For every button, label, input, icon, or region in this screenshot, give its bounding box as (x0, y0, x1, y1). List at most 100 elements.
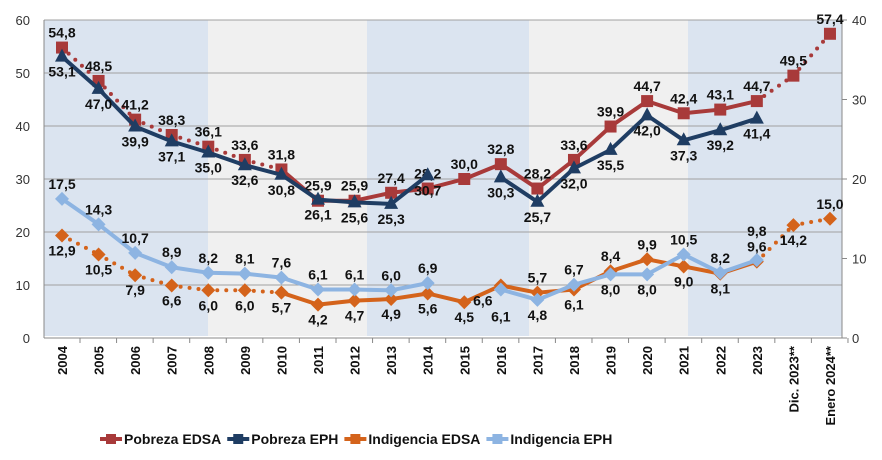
series-line-segment (97, 222, 137, 255)
data-point-diamond (420, 276, 435, 291)
series-line-segment (390, 281, 429, 293)
data-point-triangle (237, 157, 252, 171)
data-point-square (494, 158, 507, 171)
data-point-triangle (676, 132, 691, 146)
series-line-segment (683, 107, 721, 116)
data-point-diamond (676, 247, 691, 262)
data-point-square (823, 27, 836, 40)
data-label: 6,1 (345, 267, 365, 283)
data-label: 6,0 (381, 267, 401, 283)
series-line-segment (609, 99, 649, 129)
series-line-segment (683, 128, 721, 143)
data-point-triangle (274, 166, 289, 180)
data-label: 32,6 (231, 172, 258, 188)
data-label: 30,0 (451, 156, 478, 172)
series-line-segment (133, 273, 174, 288)
data-label: 6,6 (162, 293, 182, 309)
y-right-tick-label: 0 (852, 331, 859, 346)
legend-label: Pobreza EDSA (124, 431, 221, 447)
data-label: 8,9 (162, 244, 182, 260)
series-line-segment (646, 99, 685, 116)
data-label: 4,2 (308, 312, 328, 328)
data-label: 39,9 (122, 134, 149, 150)
data-point-diamond (164, 260, 179, 275)
series-line-segment (169, 133, 211, 149)
data-label: 8,2 (711, 250, 731, 266)
series-line-segment (169, 283, 211, 293)
x-tick-label: 2013 (384, 346, 399, 375)
data-point-diamond (128, 268, 143, 283)
data-label: 43,1 (707, 87, 734, 103)
data-point-diamond (91, 217, 106, 232)
series-line-segment (60, 55, 100, 91)
data-label: 9,9 (637, 236, 657, 252)
data-point-diamond (310, 297, 325, 312)
series-line-segment (500, 287, 538, 302)
data-point-diamond (640, 252, 655, 267)
data-point-square (641, 95, 654, 108)
data-point-diamond (274, 285, 289, 300)
data-label: 38,3 (158, 112, 185, 128)
series-line-segment (646, 252, 685, 277)
series-line-segment (207, 150, 246, 168)
data-point-diamond (822, 211, 837, 226)
data-point-diamond (201, 265, 216, 280)
data-point-triangle (749, 110, 764, 124)
data-label: 8,1 (711, 281, 731, 297)
y-left-tick-label: 40 (16, 119, 30, 134)
legend-label: Indigencia EPH (510, 431, 612, 447)
series-line-segment (573, 272, 612, 287)
data-label: 6,7 (564, 262, 584, 278)
data-label: 53,1 (48, 64, 75, 80)
data-point-square (604, 120, 617, 133)
data-point-diamond (201, 283, 216, 298)
legend-marker (233, 434, 244, 444)
data-point-diamond (237, 266, 252, 281)
x-tick-label: 2012 (348, 346, 363, 375)
data-label: 37,3 (670, 147, 697, 163)
data-label: 5,6 (418, 300, 438, 316)
data-point-square (787, 69, 800, 82)
data-point-diamond (237, 283, 252, 298)
data-label: 15,0 (816, 196, 843, 212)
series-line-segment (97, 87, 137, 128)
data-label: 57,4 (816, 11, 843, 27)
series-line-segment (536, 282, 575, 302)
series-line-segment (682, 252, 722, 275)
data-point-triangle (530, 193, 545, 207)
data-label: 6,1 (308, 267, 328, 283)
data-label: 6,9 (418, 260, 438, 276)
x-tick-label: 2011 (311, 346, 326, 374)
data-point-diamond (603, 267, 618, 282)
data-point-triangle (55, 48, 69, 62)
data-point-triangle (603, 141, 618, 155)
data-label: 6,1 (564, 297, 584, 313)
data-label: 7,6 (272, 255, 292, 271)
data-label: 41,2 (122, 97, 149, 113)
series-line-segment (427, 177, 465, 191)
data-point-diamond (310, 282, 325, 297)
data-label: 39,2 (707, 137, 734, 153)
y-left-tick-label: 0 (23, 331, 30, 346)
series-line-segment (60, 233, 101, 257)
x-tick-label: 2018 (567, 346, 582, 375)
series-line-segment (791, 31, 832, 78)
data-point-triangle (347, 194, 362, 208)
data-label: 30,8 (268, 182, 295, 198)
series-line-segment (317, 197, 355, 205)
data-label: 9,8 (747, 223, 767, 239)
data-label: 4,8 (528, 307, 548, 323)
data-label: 14,3 (85, 201, 112, 217)
data-point-triangle (128, 118, 143, 132)
data-label: 49,5 (780, 53, 807, 69)
series-line-segment (573, 148, 612, 171)
data-label: 32,8 (487, 141, 514, 157)
data-label: 48,5 (85, 58, 112, 74)
data-label: 25,7 (524, 209, 551, 225)
data-point-square (677, 107, 690, 120)
data-label: 8,0 (601, 281, 621, 297)
data-point-diamond (128, 245, 143, 260)
series-line-segment (536, 158, 576, 191)
data-point-diamond (493, 282, 508, 297)
